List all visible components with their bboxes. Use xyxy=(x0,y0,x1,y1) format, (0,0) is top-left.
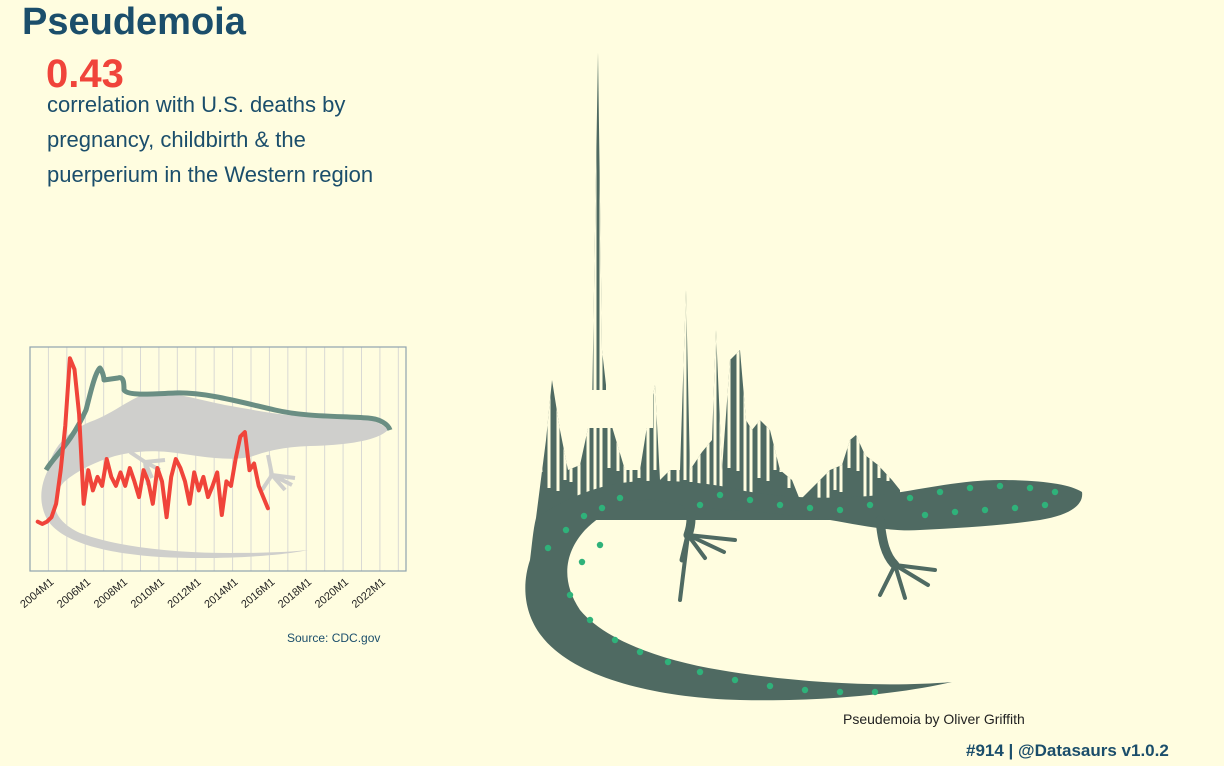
lizard-spot xyxy=(596,541,604,549)
correlation-description: correlation with U.S. deaths by pregnanc… xyxy=(47,92,374,187)
lizard-spot xyxy=(921,511,929,519)
lizard-spot xyxy=(562,526,570,534)
lizard-spot xyxy=(566,591,574,599)
lizard-spot xyxy=(766,682,774,690)
lizard-front-leg xyxy=(667,480,737,602)
lizard-spot xyxy=(636,648,644,656)
lizard-spots xyxy=(544,482,1059,696)
lizard-spot xyxy=(966,484,974,492)
lizard-spot xyxy=(696,501,704,509)
lizard-spot xyxy=(776,501,784,509)
chart-source: Source: CDC.gov xyxy=(287,631,381,645)
lizard-spot xyxy=(906,494,914,502)
page-title: Pseudemoia xyxy=(22,1,246,43)
series-line xyxy=(35,356,270,526)
spike-band xyxy=(536,52,900,520)
lizard-body xyxy=(525,480,1083,701)
datasaurs-handle: #914 | @Datasaurs v1.0.2 xyxy=(966,741,1169,760)
lizard-spot xyxy=(696,668,704,676)
lizard-spot xyxy=(936,488,944,496)
chart-frame xyxy=(29,346,407,572)
lizard-spot xyxy=(1051,488,1059,496)
lizard-spot xyxy=(578,558,586,566)
lizard-spot xyxy=(716,491,724,499)
lizard-spot xyxy=(996,482,1004,490)
lizard-spot xyxy=(611,636,619,644)
lizard-spot xyxy=(871,688,879,696)
lizard-spot xyxy=(1026,484,1034,492)
white-signal-mask xyxy=(585,380,653,428)
lizard-spot xyxy=(616,494,624,502)
lizard-spot xyxy=(586,616,594,624)
lizard-spot xyxy=(866,501,874,509)
lizard-spot xyxy=(1041,501,1049,509)
lizard-spot xyxy=(664,658,672,666)
lizard-spot xyxy=(544,544,552,552)
lizard-spot xyxy=(981,506,989,514)
correlation-value: 0.43 xyxy=(46,52,124,96)
lizard-spot xyxy=(731,676,739,684)
lizard-spot xyxy=(806,504,814,512)
lizard-spot xyxy=(580,512,588,520)
inset-lizard-silhouette xyxy=(41,365,393,559)
artwork-credit: Pseudemoia by Oliver Griffith xyxy=(843,711,1025,727)
lizard-spot xyxy=(1011,504,1019,512)
lizard-spot xyxy=(836,506,844,514)
lizard-spot xyxy=(836,688,844,696)
lizard-spot xyxy=(746,496,754,504)
lizard-back-leg xyxy=(875,515,937,600)
lizard-spot xyxy=(951,508,959,516)
lizard-spot xyxy=(598,504,606,512)
lizard-spot xyxy=(801,686,809,694)
